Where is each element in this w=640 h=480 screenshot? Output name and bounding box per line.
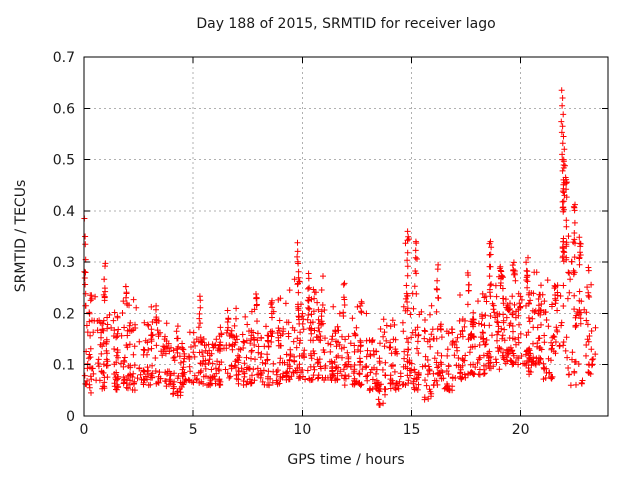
y-tick-labels: 0 0.1 0.2 0.3 0.4 0.5 0.6 0.7 [53,50,75,425]
axis-ticks [83,56,608,417]
chart-title: Day 188 of 2015, SRMTID for receiver lag… [196,16,495,32]
y-axis-label: SRMTID / TECUs [13,180,29,293]
y-tick-label: 0.4 [53,204,75,220]
y-tick-label: 0.2 [53,306,75,322]
y-tick-label: 0.7 [53,50,75,66]
x-tick-labels: 0 5 10 15 20 [80,422,530,438]
y-tick-label: 0.3 [53,255,75,271]
x-tick-label: 15 [403,422,421,438]
plot-border [83,56,609,417]
y-tick-label: 0.6 [53,101,75,117]
data-points [81,87,599,408]
x-tick-label: 0 [80,422,89,438]
y-tick-label: 0.1 [53,358,75,374]
x-axis-label: GPS time / hours [287,452,404,468]
y-tick-label: 0.5 [53,153,75,169]
y-tick-label: 0 [66,409,75,425]
x-tick-label: 5 [189,422,198,438]
x-tick-label: 10 [293,422,311,438]
x-tick-label: 20 [512,422,530,438]
